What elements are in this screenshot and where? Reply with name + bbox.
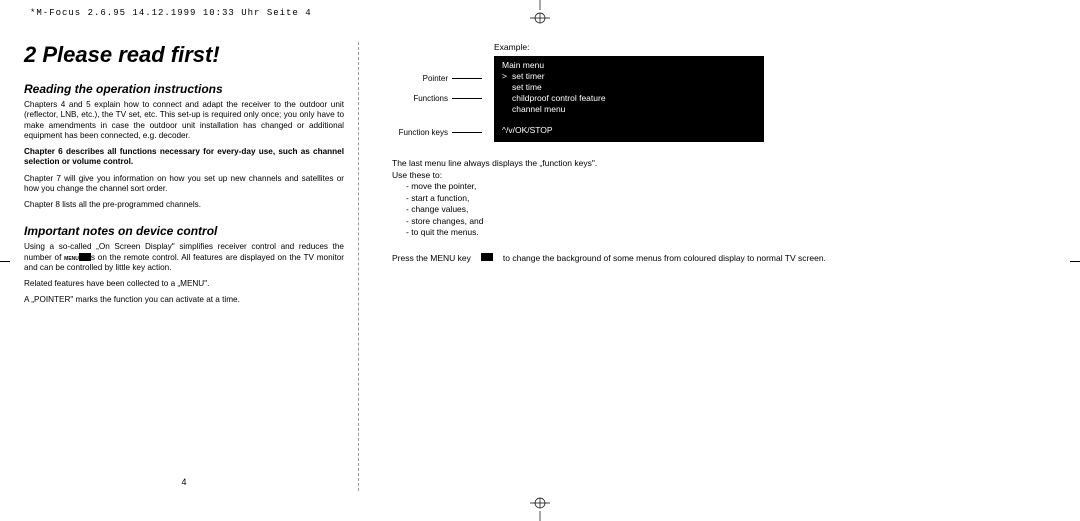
- use-quit-menus: to quit the menus.: [406, 227, 1052, 238]
- osd-menu-box: Main menu >set timer set time childproof…: [494, 56, 764, 142]
- press-menu-desc: to change the background of some menus f…: [503, 253, 826, 264]
- fnkeys-uses-list: move the pointer, start a function, chan…: [392, 181, 1052, 238]
- right-page: Pointer Functions Function keys Example:…: [392, 42, 1052, 491]
- page-title: 2 Please read first!: [24, 42, 344, 68]
- fold-line: [358, 42, 359, 491]
- use-move-pointer: move the pointer,: [406, 181, 1052, 192]
- menu-item-set-timer: >set timer: [502, 71, 756, 82]
- edge-tick-left: [0, 261, 10, 262]
- paragraph-menu: Related features have been collected to …: [24, 279, 344, 289]
- crop-mark-top: [528, 0, 552, 24]
- paragraph-pointer: A „POINTER" marks the function you can a…: [24, 295, 344, 305]
- use-start-function: start a function,: [406, 193, 1052, 204]
- edge-tick-right: [1070, 261, 1080, 262]
- paragraph-ch45: Chapters 4 and 5 explain how to connect …: [24, 100, 344, 141]
- fnkeys-desc: The last menu line always displays the „…: [392, 158, 1052, 169]
- menu-title: Main menu: [502, 60, 756, 71]
- menu-key-icon-inline: [481, 253, 493, 261]
- use-these-to: Use these to:: [392, 170, 1052, 181]
- crop-mark-bottom: [528, 497, 552, 521]
- label-functions: Functions: [392, 94, 482, 104]
- press-menu-key: Press the MENU key: [392, 253, 471, 264]
- label-function-keys: Function keys: [392, 128, 482, 138]
- paragraph-osd: Using a so-called „On Screen Display" si…: [24, 242, 344, 273]
- menu-item-channel-menu: channel menu: [502, 104, 756, 115]
- menu-key-icon: [79, 253, 91, 261]
- print-header: *M-Focus 2.6.95 14.12.1999 10:33 Uhr Sei…: [30, 8, 312, 18]
- heading-reading: Reading the operation instructions: [24, 82, 344, 96]
- menu-key-label: MENU: [64, 256, 79, 262]
- right-lower-text: The last menu line always displays the „…: [392, 158, 1052, 264]
- paragraph-ch7: Chapter 7 will give you information on h…: [24, 174, 344, 195]
- paragraph-ch8: Chapter 8 lists all the pre-programmed c…: [24, 200, 344, 210]
- menu-function-keys: ^/v/OK/STOP: [502, 125, 756, 136]
- page-number: 4: [181, 477, 186, 487]
- menu-item-childproof: childproof control feature: [502, 93, 756, 104]
- heading-notes: Important notes on device control: [24, 224, 344, 238]
- example-block: Example: Main menu >set timer set time c…: [494, 42, 764, 142]
- label-pointer: Pointer: [392, 74, 482, 84]
- use-change-values: change values,: [406, 204, 1052, 215]
- paragraph-ch6: Chapter 6 describes all functions necess…: [24, 147, 344, 168]
- example-label: Example:: [494, 42, 764, 52]
- callout-labels: Pointer Functions Function keys: [392, 42, 482, 142]
- left-page: 2 Please read first! Reading the operati…: [24, 42, 344, 491]
- menu-item-set-time: set time: [502, 82, 756, 93]
- use-store-changes: store changes, and: [406, 216, 1052, 227]
